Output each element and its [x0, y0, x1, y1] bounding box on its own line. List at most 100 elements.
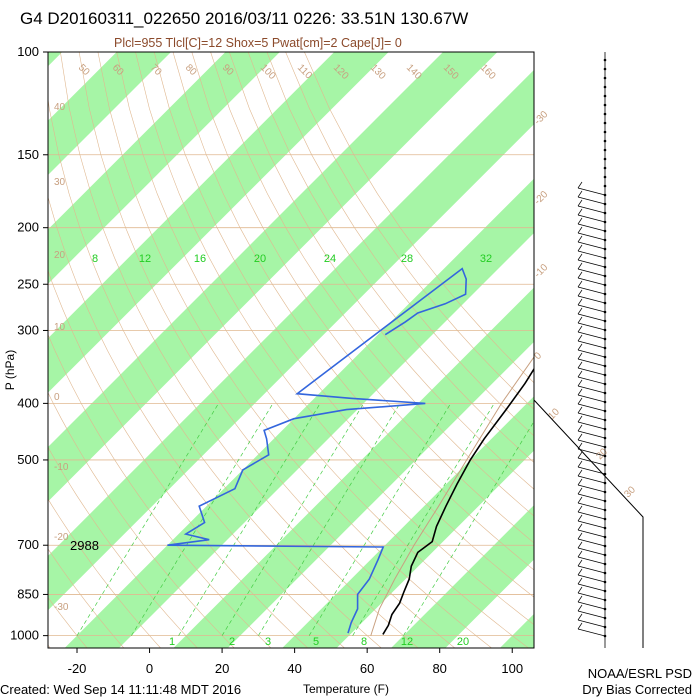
- wind-barb-staff: [577, 358, 606, 367]
- wind-barb-flag: [577, 460, 583, 468]
- wind-barb-staff: [577, 340, 606, 349]
- wind-barb-flag: [577, 361, 583, 369]
- sounding-line-1: [167, 267, 468, 634]
- mixing-ratio-label: 16: [194, 253, 206, 265]
- height-annotation: 2988: [70, 538, 99, 553]
- dry-adiabat-line: [78, 52, 455, 648]
- wind-barb-staff: [577, 331, 606, 340]
- wind-barb-point: [603, 58, 607, 62]
- wind-barb-staff: [577, 403, 606, 412]
- wind-barb-flag: [577, 226, 583, 234]
- dry-adiabat-line: [48, 333, 272, 648]
- mixing-ratio-lines: [76, 403, 534, 636]
- x-tick-label: 20: [215, 661, 229, 676]
- wind-barb-staff: [577, 484, 606, 493]
- pressure-axis: 100 150 200 250 300 400 500 700 850 1000: [10, 44, 48, 643]
- mixing-ratio-bottom-label: 8: [361, 636, 367, 648]
- wind-barb-staff: [577, 385, 606, 394]
- wind-barb-point: [603, 112, 607, 116]
- mixing-ratio-label: 24: [324, 253, 336, 265]
- isotherm-label-right: 10: [546, 406, 562, 422]
- wind-barb-flag: [577, 496, 583, 504]
- wind-barb-staff: [577, 502, 606, 511]
- wind-barb-staff: [577, 520, 606, 529]
- wind-barb-staff: [577, 196, 606, 205]
- wind-barb-staff: [577, 277, 606, 286]
- temperature-bands: [48, 52, 534, 648]
- wind-barb-flag: [577, 622, 583, 630]
- wind-barb-flag: [577, 289, 583, 297]
- wind-barb-flag: [577, 406, 583, 414]
- wind-barb-flag: [577, 541, 583, 549]
- wind-barb-flag: [577, 469, 583, 477]
- wind-barb-staff: [577, 592, 606, 601]
- isotherm-label-right: -10: [532, 262, 550, 280]
- wind-barb-staff: [577, 493, 606, 502]
- wind-barb-staff: [577, 313, 606, 322]
- plot-area: [48, 52, 534, 648]
- y-tick-label: 1000: [10, 628, 39, 643]
- wind-barb-flag: [577, 271, 583, 279]
- wind-barb-staff: [577, 214, 606, 223]
- wind-barb-staff: [577, 412, 606, 421]
- wind-barb-flag: [577, 424, 583, 432]
- x-tick-label: 60: [360, 661, 374, 676]
- wind-barb-point: [603, 175, 607, 179]
- wind-barb-staff: [577, 304, 606, 313]
- wind-barb-flag: [577, 568, 583, 576]
- wind-barb-flag: [577, 325, 583, 333]
- wind-barb-staff: [577, 565, 606, 574]
- dry-adiabat-line: [210, 52, 534, 517]
- chart-title: G4 D20160311_022650 2016/03/11 0226: 33.…: [20, 9, 468, 28]
- wind-barb-staff: [577, 322, 606, 331]
- wind-barb-flag: [577, 505, 583, 513]
- isotherm-label-left: 40: [54, 102, 66, 113]
- wind-barb-staff: [577, 475, 606, 484]
- wind-barb-flag: [577, 433, 583, 441]
- dry-adiabat-line: [304, 52, 534, 384]
- wind-barb-point: [603, 121, 607, 125]
- wind-barb-flag: [577, 334, 583, 342]
- wind-barb-point: [603, 76, 607, 80]
- wind-barb-flag: [577, 199, 583, 207]
- wind-barb-staff: [577, 187, 606, 196]
- wind-barb-flag: [577, 262, 583, 270]
- x-tick-label: -20: [68, 661, 87, 676]
- wind-barb-staff: [577, 268, 606, 277]
- mixing-ratio-line: [308, 403, 452, 636]
- mixing-ratio-bottom-label: 20: [457, 636, 469, 648]
- wind-barb-staff: [577, 547, 606, 556]
- y-tick-label: 400: [17, 395, 39, 410]
- wind-barb-staff: [577, 610, 606, 619]
- mixing-ratio-labels: 8 12 16 20 24 28 321 2 3 5 8 12 20: [92, 253, 492, 648]
- isotherm-label-left: -30: [54, 602, 69, 613]
- wind-barb-staff: [577, 619, 606, 628]
- y-tick-label: 700: [17, 537, 39, 552]
- wind-barb-staff: [577, 295, 606, 304]
- wind-barb-staff: [577, 205, 606, 214]
- wind-barb-flag: [577, 190, 583, 198]
- dry-adiabat-line: [48, 498, 161, 648]
- wind-barb-flag: [577, 316, 583, 324]
- wind-barb-staff: [577, 286, 606, 295]
- wind-barb-flag: [577, 487, 583, 495]
- dry-adiabat-line: [247, 52, 534, 463]
- wind-barb-flag: [577, 523, 583, 531]
- wind-barb-flag: [577, 586, 583, 594]
- temperature-band: [48, 52, 172, 176]
- temperature-band: [48, 69, 534, 611]
- mixing-ratio-bottom-label: 5: [313, 636, 319, 648]
- mixing-ratio-bottom-label: 3: [265, 636, 271, 648]
- wind-barb-flag: [577, 235, 583, 243]
- wind-barbs: [577, 58, 607, 638]
- org-label: NOAA/ESRL PSD: [588, 666, 692, 681]
- mixing-ratio-line: [403, 420, 534, 636]
- wind-barb-staff: [577, 439, 606, 448]
- wind-panel-outline: [533, 52, 644, 648]
- wind-barb-flag: [577, 244, 583, 252]
- wind-barb-staff: [577, 466, 606, 475]
- isotherm-label-right: -20: [532, 189, 550, 207]
- wind-barb-staff: [577, 376, 606, 385]
- wind-barb-flag: [577, 352, 583, 360]
- wind-barb-flag: [577, 298, 583, 306]
